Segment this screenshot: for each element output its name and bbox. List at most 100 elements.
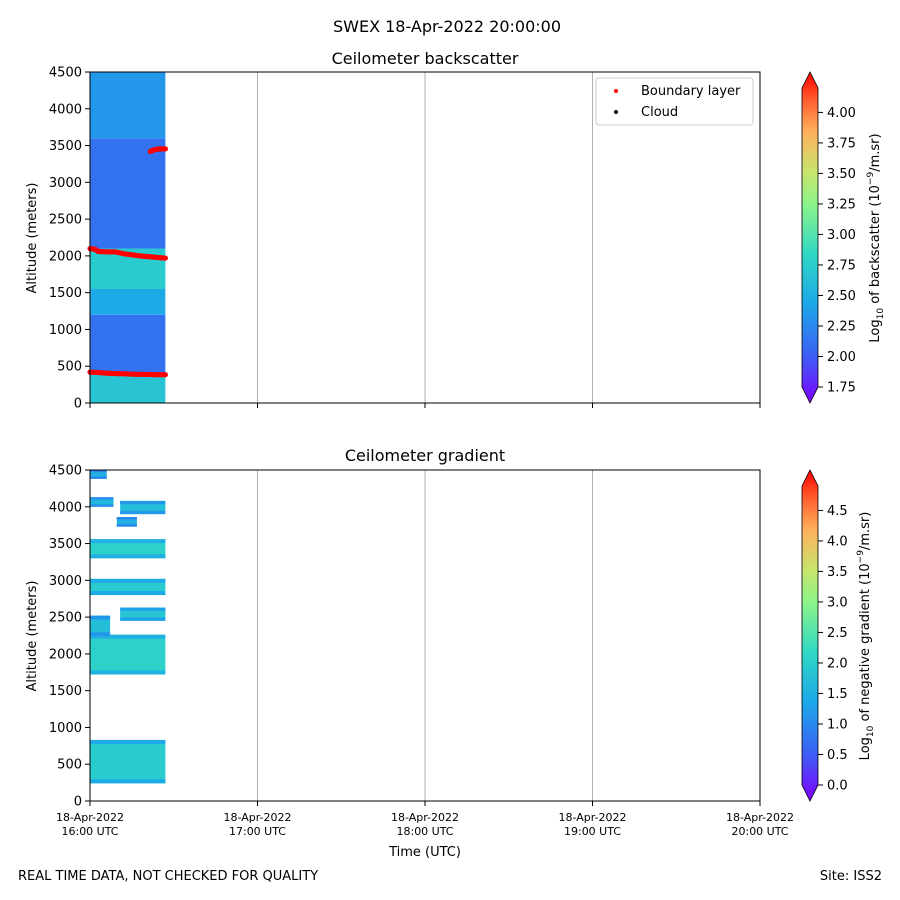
- backscatter-colorbar-tick-label: 2.75: [827, 258, 856, 273]
- gradient-patch-2: [90, 615, 111, 637]
- gradient-colorbar-tick-label: 4.5: [827, 504, 848, 519]
- x-tick-date-label: 18-Apr-2022: [56, 811, 124, 824]
- figure-title: SWEX 18-Apr-2022 20:00:00: [333, 17, 561, 36]
- footer-site: Site: ISS2: [819, 869, 882, 884]
- gradient-field: [90, 470, 166, 784]
- gradient-gridlines: [257, 470, 593, 801]
- gradient-y-tick-label: 2000: [49, 647, 82, 662]
- gradient-patch-edge-top-7: [90, 497, 114, 500]
- gradient-patch-edge-bottom-1: [90, 670, 166, 675]
- backscatter-colorbar-tick-label: 2.25: [827, 319, 856, 334]
- gradient-patch-0: [90, 739, 166, 784]
- gradient-patch-edge-bottom-6: [120, 510, 166, 515]
- gradient-title: Ceilometer gradient: [345, 446, 505, 465]
- legend-boundary-layer-marker: [614, 89, 618, 93]
- backscatter-y-tick-label: 1000: [49, 323, 82, 338]
- backscatter-band-4: [90, 138, 166, 249]
- x-tick-time-label: 17:00 UTC: [229, 825, 286, 838]
- gradient-patch-edge-top-1: [90, 634, 166, 639]
- backscatter-y-tick-label: 1500: [49, 286, 82, 301]
- gradient-patch-7: [90, 497, 114, 507]
- boundary-layer-point: [162, 372, 168, 378]
- gradient-colorbar-ticks: 0.0 0.5 1.0 1.5 2.0 2.5 3.0 3.5 4.0 4.5: [818, 504, 848, 794]
- gradient-y-tick-label: 2500: [49, 611, 82, 626]
- backscatter-band-1: [90, 314, 166, 374]
- backscatter-colorbar-body: [801, 71, 819, 404]
- gradient-patch-edge-bottom-7: [90, 504, 114, 507]
- backscatter-band-2: [90, 288, 166, 315]
- backscatter-y-tick-label: 0: [74, 397, 82, 412]
- gradient-patch-edge-top-9: [90, 470, 107, 473]
- backscatter-colorbar: 1.75 2.00 2.25 2.50 2.75 3.00 3.25 3.50 3.75 4.00…: [801, 71, 886, 404]
- backscatter-colorbar-tick-label: 3.75: [827, 136, 856, 151]
- x-tick-date-label: 18-Apr-2022: [726, 811, 794, 824]
- gradient-patch-1: [90, 634, 166, 675]
- boundary-layer-points: [87, 146, 168, 378]
- gradient-patch-edge-bottom-9: [90, 476, 107, 479]
- backscatter-colorbar-tick-label: 4.00: [827, 106, 856, 121]
- gradient-y-tick-label: 4000: [49, 500, 82, 515]
- x-tick-time-label: 19:00 UTC: [564, 825, 621, 838]
- legend: Boundary layer Cloud: [595, 77, 754, 126]
- gradient-patch-edge-top-8: [116, 517, 137, 520]
- backscatter-x-ticks: [89, 403, 761, 408]
- gradient-colorbar-tick-label: 2.5: [827, 626, 848, 641]
- backscatter-y-axis: 0 500 1000 1500 2000 2500 3000 3500 4000 4500: [49, 66, 90, 412]
- boundary-layer-point: [162, 146, 168, 152]
- gradient-y-tick-label: 3000: [49, 574, 82, 589]
- backscatter-colorbar-tick-label: 2.00: [827, 350, 856, 365]
- backscatter-y-tick-label: 3500: [49, 139, 82, 154]
- footer-disclaimer: REAL TIME DATA, NOT CHECKED FOR QUALITY: [18, 869, 319, 884]
- backscatter-colorbar-tick-label: 1.75: [827, 381, 856, 396]
- gradient-colorbar-tick-label: 4.0: [827, 534, 848, 549]
- backscatter-title: Ceilometer backscatter: [332, 49, 519, 68]
- backscatter-colorbar-tick-label: 3.50: [827, 167, 856, 182]
- backscatter-band-5: [90, 72, 166, 139]
- gradient-patch-edge-top-6: [120, 500, 166, 505]
- gradient-colorbar-tick-label: 1.0: [827, 717, 848, 732]
- backscatter-colorbar-tick-label: 2.50: [827, 289, 856, 304]
- gradient-colorbar-tick-label: 3.0: [827, 595, 848, 610]
- backscatter-y-tick-label: 4000: [49, 102, 82, 117]
- legend-box: [595, 77, 754, 126]
- gradient-colorbar-body: [801, 469, 819, 802]
- gradient-y-axis: 0 500 1000 1500 2000 2500 3000 3500 4000 4500: [49, 464, 90, 810]
- gradient-colorbar: 0.0 0.5 1.0 1.5 2.0 2.5 3.0 3.5 4.0 4.5 Log10 of …: [801, 469, 876, 802]
- gradient-y-tick-label: 3500: [49, 537, 82, 552]
- backscatter-y-tick-label: 2000: [49, 249, 82, 264]
- gradient-colorbar-tick-label: 1.5: [827, 687, 848, 702]
- backscatter-colorbar-tick-label: 3.25: [827, 197, 856, 212]
- gradient-patch-edge-top-5: [90, 539, 166, 544]
- backscatter-colorbar-ticks: 1.75 2.00 2.25 2.50 2.75 3.00 3.25 3.50 3.75 4.00: [818, 106, 856, 396]
- boundary-layer-point: [162, 255, 168, 261]
- backscatter-y-tick-label: 500: [57, 360, 82, 375]
- legend-boundary-layer-label: Boundary layer: [641, 84, 741, 99]
- backscatter-field: [90, 72, 166, 403]
- gradient-patch-edge-bottom-0: [90, 779, 166, 784]
- gradient-patch-8: [116, 517, 137, 527]
- gradient-colorbar-tick-label: 0.0: [827, 779, 848, 794]
- legend-cloud-marker: [614, 110, 618, 114]
- gradient-patch-9: [90, 470, 107, 479]
- gradient-patch-edge-top-0: [90, 739, 166, 744]
- gradient-y-label: Altitude (meters): [25, 581, 40, 692]
- backscatter-band-0: [90, 373, 166, 403]
- gradient-patch-edge-top-3: [120, 607, 166, 611]
- x-tick-time-label: 20:00 UTC: [731, 825, 788, 838]
- backscatter-y-tick-label: 4500: [49, 66, 82, 81]
- backscatter-y-label: Altitude (meters): [25, 183, 40, 294]
- gradient-patch-edge-bottom-4: [90, 591, 166, 596]
- gradient-y-tick-label: 500: [57, 758, 82, 773]
- gradient-patch-4: [90, 578, 166, 596]
- backscatter-colorbar-label: Log10 of backscatter (10−9/m.sr): [866, 133, 886, 342]
- gradient-y-tick-label: 1500: [49, 684, 82, 699]
- gradient-patch-5: [90, 539, 166, 559]
- x-tick-time-label: 18:00 UTC: [396, 825, 453, 838]
- gradient-colorbar-tick-label: 2.0: [827, 656, 848, 671]
- gradient-colorbar-tick-label: 3.5: [827, 565, 848, 580]
- x-tick-time-label: 16:00 UTC: [61, 825, 118, 838]
- gradient-patch-edge-bottom-3: [120, 617, 166, 621]
- gradient-patch-edge-top-2: [90, 615, 111, 620]
